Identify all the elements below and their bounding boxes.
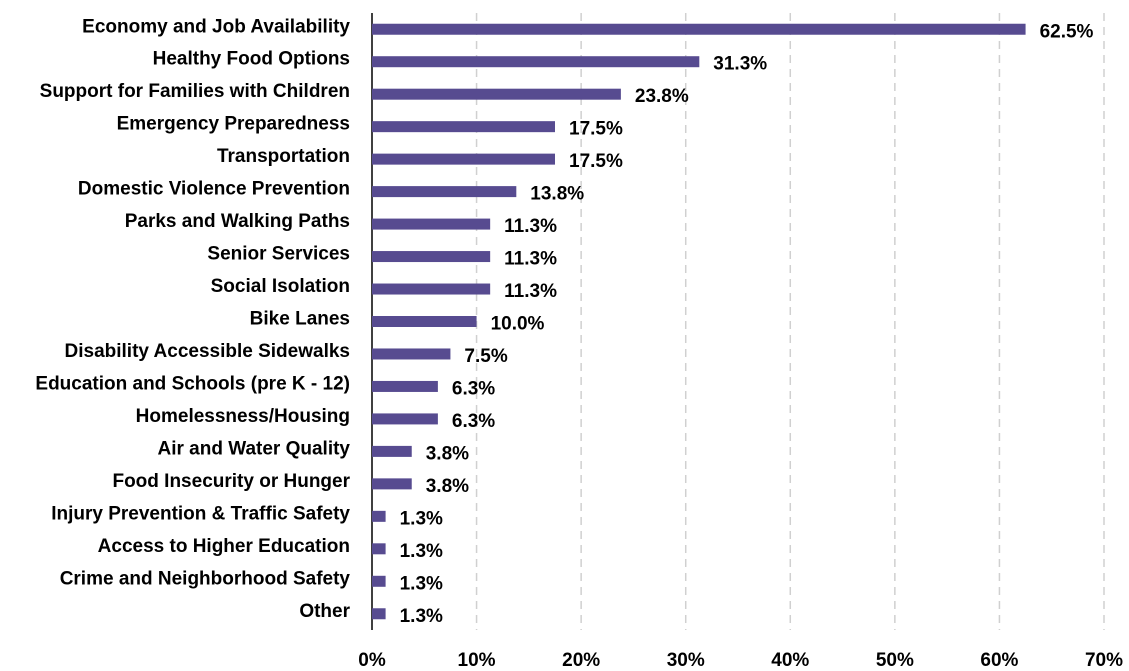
bar (372, 88, 621, 100)
x-tick-label: 10% (458, 650, 496, 671)
y-tick-label: Healthy Food Options (153, 49, 350, 70)
y-tick-label: Economy and Job Availability (82, 16, 350, 37)
data-label: 6.3% (452, 378, 495, 399)
bar (372, 218, 491, 230)
data-label: 1.3% (400, 606, 443, 627)
bar (372, 56, 700, 68)
data-label: 62.5% (1040, 21, 1094, 42)
data-label: 1.3% (400, 541, 443, 562)
data-label: 7.5% (464, 346, 507, 367)
y-tick-label: Social Isolation (211, 276, 350, 297)
data-label: 13.8% (530, 184, 584, 205)
bar (372, 153, 555, 165)
bar (372, 23, 1026, 35)
bar (372, 121, 555, 133)
x-tick-label: 70% (1085, 650, 1123, 671)
x-tick-label: 50% (876, 650, 914, 671)
data-label: 10.0% (491, 314, 545, 335)
y-tick-label: Education and Schools (pre K - 12) (35, 373, 350, 394)
data-label: 23.8% (635, 86, 689, 107)
y-tick-label: Injury Prevention & Traffic Safety (51, 503, 350, 524)
bar (372, 283, 491, 295)
y-tick-label: Disability Accessible Sidewalks (65, 341, 351, 362)
y-tick-label: Emergency Preparedness (117, 114, 350, 135)
data-label: 1.3% (400, 508, 443, 529)
y-tick-label: Other (299, 601, 350, 622)
y-tick-label: Senior Services (207, 244, 350, 265)
data-label: 17.5% (569, 119, 623, 140)
y-tick-label: Support for Families with Children (40, 81, 350, 102)
bar (372, 348, 451, 360)
y-tick-label: Air and Water Quality (158, 438, 351, 459)
x-tick-label: 30% (667, 650, 705, 671)
data-label: 1.3% (400, 573, 443, 594)
data-label: 3.8% (426, 476, 469, 497)
data-label: 11.3% (504, 216, 557, 237)
x-tick-label: 60% (980, 650, 1018, 671)
bar (372, 413, 438, 425)
bar (372, 316, 477, 327)
y-tick-label: Bike Lanes (250, 309, 350, 330)
data-label: 11.3% (504, 249, 557, 270)
data-label: 3.8% (426, 443, 469, 464)
y-tick-label: Food Insecurity or Hunger (112, 471, 350, 492)
x-tick-label: 0% (358, 650, 386, 671)
x-tick-label: 40% (771, 650, 809, 671)
bar (372, 380, 438, 392)
data-label: 6.3% (452, 411, 495, 432)
y-tick-label: Domestic Violence Prevention (78, 179, 350, 200)
data-label: 11.3% (504, 281, 557, 302)
y-tick-label: Parks and Walking Paths (125, 211, 350, 232)
data-label: 31.3% (713, 54, 767, 75)
x-tick-label: 20% (562, 650, 600, 671)
bar (372, 251, 491, 263)
bar (372, 543, 386, 555)
bar (372, 608, 386, 620)
y-tick-label: Transportation (217, 146, 350, 167)
y-tick-label: Access to Higher Education (98, 536, 350, 557)
y-tick-label: Homelessness/Housing (136, 406, 350, 427)
bar (372, 478, 412, 490)
bar (372, 186, 517, 198)
y-tick-label: Crime and Neighborhood Safety (60, 568, 351, 589)
data-label: 17.5% (569, 151, 623, 172)
bar (372, 445, 412, 457)
bar (372, 575, 386, 587)
bar (372, 510, 386, 522)
